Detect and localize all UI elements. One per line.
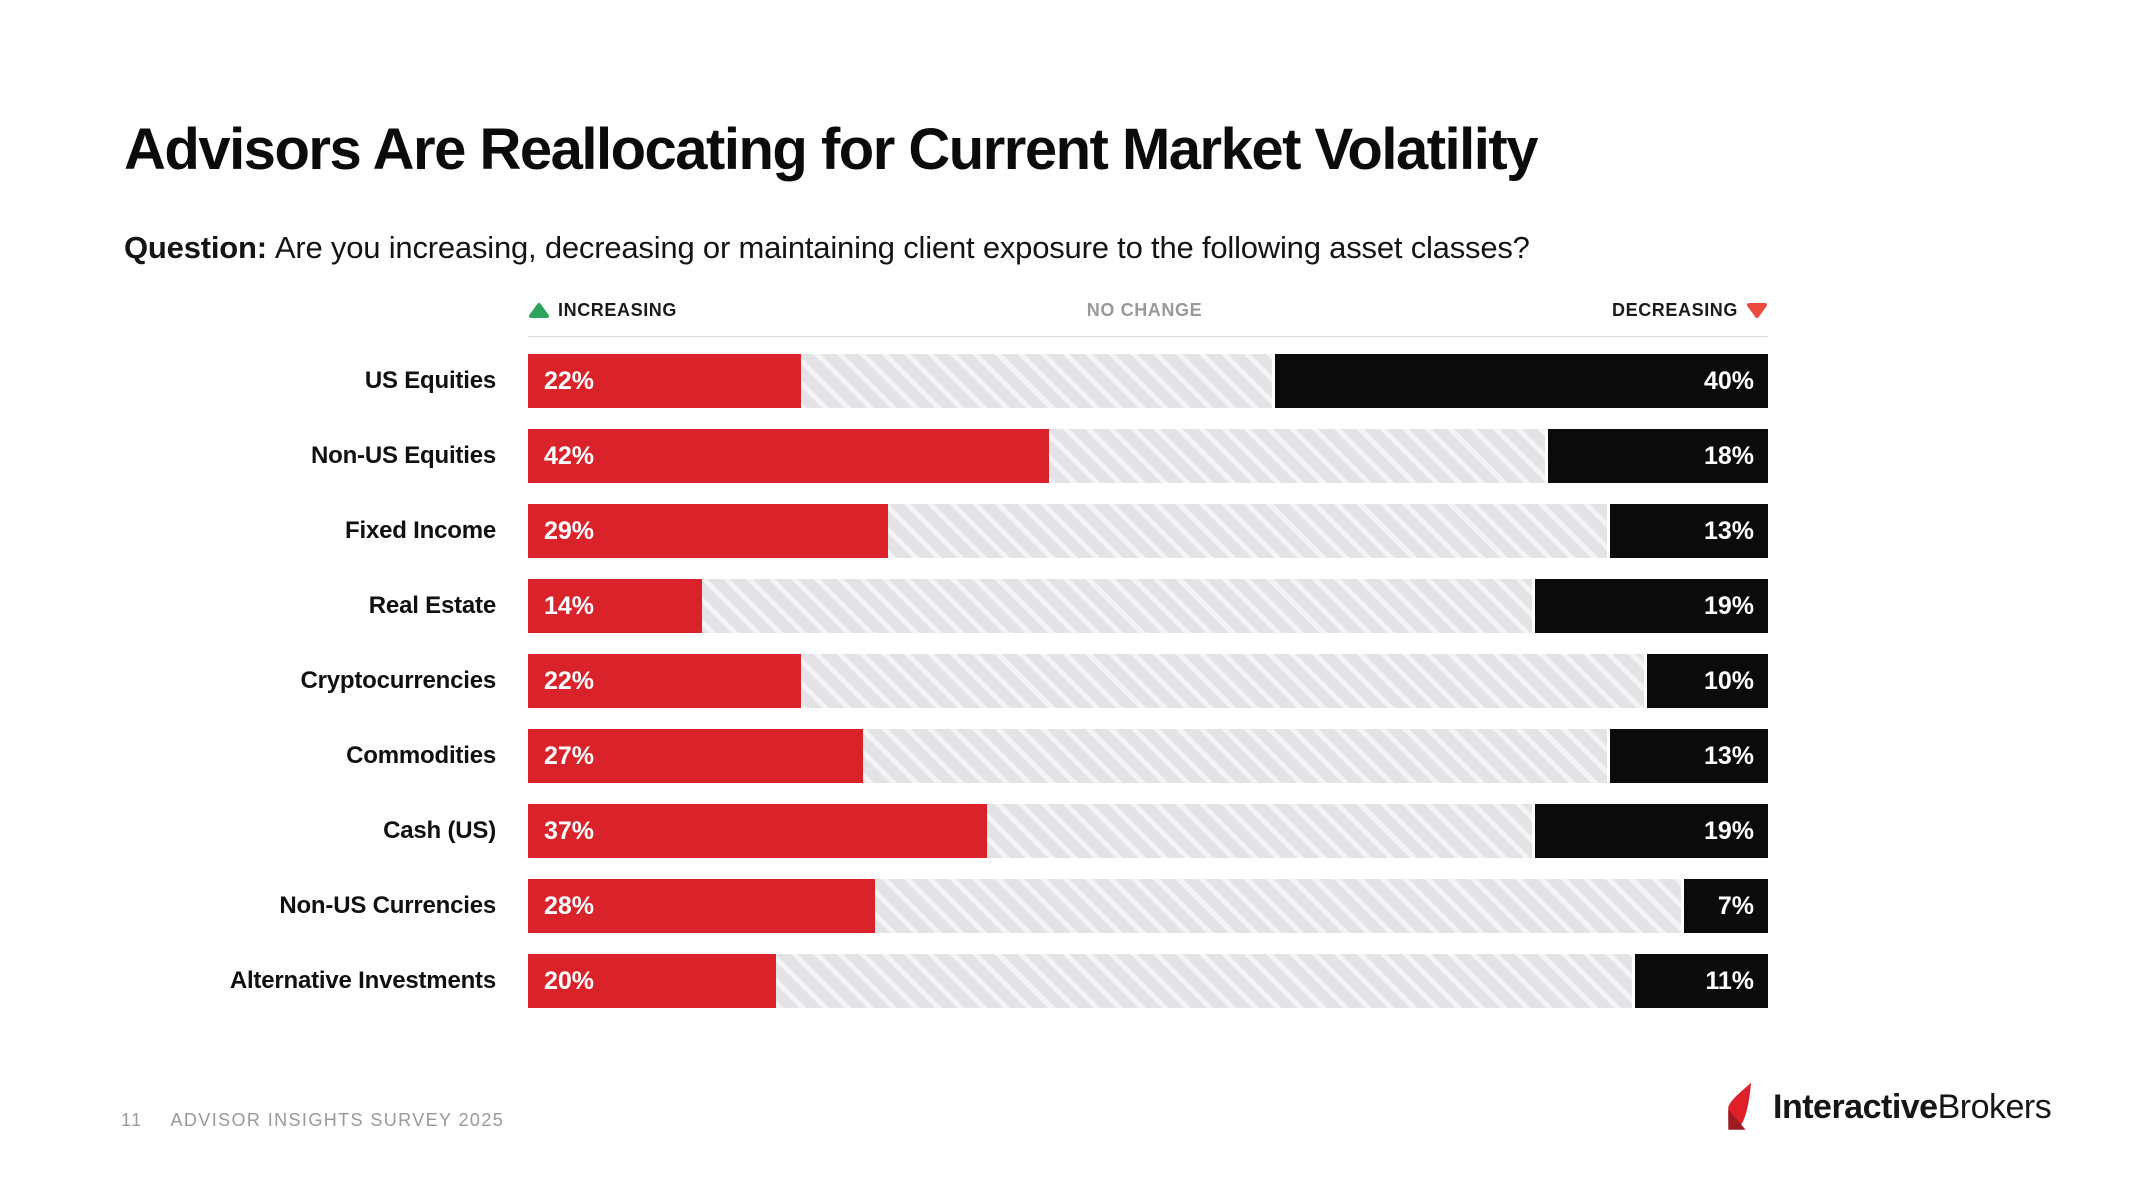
increase-segment: 42%: [528, 429, 1049, 483]
logo-bold-part: Interactive: [1773, 1087, 1938, 1126]
increase-segment: 28%: [528, 879, 876, 933]
question-line: Question: Are you increasing, decreasing …: [124, 230, 1530, 266]
legend-increasing: INCREASING: [528, 300, 677, 321]
increase-value-label: 22%: [544, 666, 595, 695]
chart-row: Non-US Currencies 28% 7%: [124, 879, 1768, 933]
decrease-segment: 13%: [1606, 504, 1768, 558]
legend-decreasing-label: DECREASING: [1611, 300, 1738, 320]
row-label: Fixed Income: [345, 517, 496, 544]
increase-segment: 29%: [528, 504, 888, 558]
increase-segment: 14%: [528, 579, 702, 633]
row-label: Cash (US): [383, 817, 496, 844]
chart-row: US Equities 22% 40%: [124, 354, 1768, 408]
increase-value-label: 42%: [544, 441, 595, 470]
row-label: Non-US Equities: [310, 442, 496, 469]
no-change-track: 22% 40%: [528, 354, 1768, 408]
stacked-bar-chart: INCREASING NO CHANGE DECREASING US Equit…: [124, 300, 1768, 1008]
row-label: Commodities: [346, 742, 496, 769]
legend-decreasing: DECREASING: [1612, 300, 1768, 321]
no-change-track: 42% 18%: [528, 429, 1768, 483]
decrease-value-label: 10%: [1703, 666, 1754, 695]
chart-row: Commodities 27% 13%: [124, 729, 1768, 783]
decrease-value-label: 7%: [1717, 891, 1754, 920]
no-change-track: 27% 13%: [528, 729, 1768, 783]
row-label: Alternative Investments: [229, 967, 496, 994]
no-change-track: 37% 19%: [528, 804, 1768, 858]
decrease-segment: 11%: [1631, 954, 1768, 1008]
question-label: Question:: [124, 230, 267, 265]
row-label: Cryptocurrencies: [300, 667, 496, 694]
chart-legend: INCREASING NO CHANGE DECREASING: [528, 300, 1768, 337]
increase-value-label: 14%: [544, 591, 595, 620]
increase-value-label: 20%: [544, 966, 595, 995]
no-change-track: 22% 10%: [528, 654, 1768, 708]
increase-value-label: 22%: [544, 366, 595, 395]
decrease-segment: 40%: [1272, 354, 1768, 408]
logo-regular-part: Brokers: [1937, 1087, 2052, 1126]
decrease-value-label: 40%: [1703, 366, 1754, 395]
chart-row: Real Estate 14% 19%: [124, 579, 1768, 633]
triangle-up-icon: [529, 303, 549, 318]
decrease-segment: 19%: [1532, 804, 1768, 858]
increase-segment: 27%: [528, 729, 863, 783]
no-change-track: 29% 13%: [528, 504, 1768, 558]
interactive-brokers-logo: InteractiveBrokers: [1722, 1082, 2052, 1132]
decrease-value-label: 19%: [1703, 816, 1754, 845]
increase-value-label: 29%: [544, 516, 595, 545]
decrease-value-label: 13%: [1703, 516, 1754, 545]
decrease-segment: 13%: [1606, 729, 1768, 783]
footer-text: ADVISOR INSIGHTS SURVEY 2025: [170, 1110, 505, 1130]
increase-value-label: 27%: [544, 741, 595, 770]
chart-row: Cryptocurrencies 22% 10%: [124, 654, 1768, 708]
legend-no-change-label: NO CHANGE: [1086, 300, 1203, 320]
row-label: US Equities: [364, 367, 496, 394]
decrease-segment: 18%: [1544, 429, 1768, 483]
chart-row: Fixed Income 29% 13%: [124, 504, 1768, 558]
increase-value-label: 28%: [544, 891, 595, 920]
chart-rows: US Equities 22% 40% Non-US Equities 42% …: [124, 354, 1768, 1008]
question-text: Are you increasing, decreasing or mainta…: [274, 230, 1530, 265]
increase-segment: 20%: [528, 954, 776, 1008]
footer: 11 ADVISOR INSIGHTS SURVEY 2025: [121, 1110, 504, 1131]
increase-value-label: 37%: [544, 816, 595, 845]
row-label: Real Estate: [368, 592, 496, 619]
chart-row: Cash (US) 37% 19%: [124, 804, 1768, 858]
triangle-down-icon: [1747, 303, 1767, 318]
ibkr-mark-icon: [1728, 1082, 1752, 1130]
no-change-track: 28% 7%: [528, 879, 1768, 933]
page-title: Advisors Are Reallocating for Current Ma…: [124, 117, 1538, 182]
logo-wordmark: InteractiveBrokers: [1773, 1087, 2052, 1127]
decrease-segment: 7%: [1681, 879, 1768, 933]
legend-increasing-label: INCREASING: [558, 300, 678, 320]
decrease-segment: 19%: [1532, 579, 1768, 633]
decrease-segment: 10%: [1644, 654, 1768, 708]
decrease-value-label: 13%: [1703, 741, 1754, 770]
increase-segment: 22%: [528, 354, 801, 408]
no-change-track: 14% 19%: [528, 579, 1768, 633]
row-label: Non-US Currencies: [279, 892, 496, 919]
chart-row: Alternative Investments 20% 11%: [124, 954, 1768, 1008]
decrease-value-label: 18%: [1703, 441, 1754, 470]
page-number: 11: [121, 1110, 143, 1130]
increase-segment: 37%: [528, 804, 987, 858]
decrease-value-label: 19%: [1703, 591, 1754, 620]
decrease-value-label: 11%: [1705, 966, 1754, 995]
no-change-track: 20% 11%: [528, 954, 1768, 1008]
chart-row: Non-US Equities 42% 18%: [124, 429, 1768, 483]
increase-segment: 22%: [528, 654, 801, 708]
